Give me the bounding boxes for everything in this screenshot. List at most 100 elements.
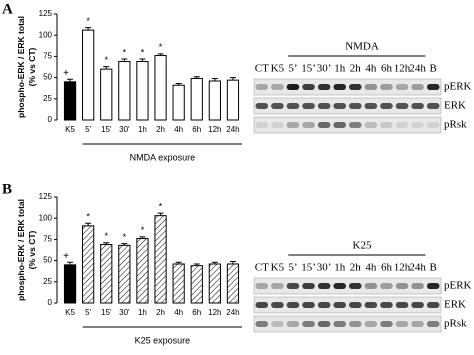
bar (63, 81, 77, 121)
blot-band (426, 283, 440, 289)
x-tick-label: 12h (208, 308, 221, 317)
lane-label: 30’ (317, 63, 332, 75)
blot-band (317, 302, 331, 308)
lane-label: 15’ (301, 262, 316, 274)
lane-label: 15’ (301, 63, 316, 75)
blot-strip (253, 315, 442, 333)
blot-strip (253, 277, 442, 295)
blot-band (426, 103, 440, 109)
significance-marker: * (123, 232, 127, 242)
blot-band (286, 302, 300, 308)
blot-band (349, 283, 362, 289)
blot-band (333, 122, 346, 128)
blot-band (395, 283, 409, 289)
bar (136, 238, 149, 304)
blot-band (411, 283, 424, 289)
blot-band (380, 321, 393, 327)
error-bar (103, 66, 110, 70)
x-tick-label: 1h (138, 125, 147, 134)
y-tick-label: 125 (39, 9, 53, 18)
x-tick-label: 4h (174, 308, 183, 317)
error-bar (175, 261, 182, 264)
bar (82, 225, 95, 304)
lane-label: B (430, 262, 437, 274)
blot-band (317, 283, 331, 289)
blot-band (364, 302, 378, 308)
blot-band (302, 321, 315, 327)
x-tick-label: 5' (85, 308, 91, 317)
significance-marker: * (86, 16, 90, 26)
x-tick-label: 6h (192, 308, 201, 317)
blot-strip (253, 78, 442, 96)
significance-marker: + (63, 251, 69, 262)
x-tick-label: K5 (65, 308, 75, 317)
x-tick-label: 2h (156, 125, 165, 134)
bar (226, 263, 240, 304)
error-bar (67, 261, 74, 265)
x-tick-label: 15' (101, 125, 112, 134)
blot-band (302, 103, 315, 109)
blot-band (349, 122, 362, 128)
y-axis-label: phospho-ERK / ERK total(% vs CT) (16, 16, 37, 118)
y-tick-label: 75 (43, 235, 52, 244)
blot-band (380, 283, 393, 289)
x-tick-label: 6h (192, 125, 201, 134)
lane-label: K5 (271, 63, 285, 75)
y-tick-label: 0 (48, 115, 53, 124)
bar (63, 264, 77, 304)
x-tick-label: 1h (138, 308, 147, 317)
x-tick-label: 12h (208, 125, 221, 134)
error-bar (211, 77, 218, 81)
blot-band (364, 122, 378, 128)
error-bar (67, 78, 74, 82)
blot-strip (253, 97, 442, 115)
blot-band (271, 84, 284, 90)
significance-marker: * (104, 55, 108, 65)
blot-band (364, 84, 378, 90)
blot-band (395, 84, 409, 90)
y-tick-label: 25 (43, 94, 52, 103)
error-bar (193, 263, 200, 266)
x-tick-label: 30' (119, 308, 130, 317)
y-axis-label-line: phospho-ERK / ERK total (16, 16, 26, 118)
y-tick-label: 50 (43, 256, 52, 265)
lane-label: 4h (365, 262, 377, 274)
blot-band (411, 321, 424, 327)
lane-label: CT (255, 262, 269, 274)
blot-band (271, 122, 284, 128)
blot-band (364, 103, 378, 109)
treatment-label: K25 (353, 240, 372, 252)
blot-band (395, 103, 409, 109)
blot-strip (253, 296, 442, 314)
blot-band (395, 321, 409, 327)
panel-label: A (2, 1, 13, 17)
row-label: pRsk (444, 119, 467, 131)
blot-band (286, 321, 300, 327)
bar (154, 215, 167, 304)
blot-strip (253, 116, 442, 134)
lane-label: 1h (334, 63, 346, 75)
blot-band (302, 302, 315, 308)
significance-marker: * (104, 231, 108, 241)
x-tick-label: 4h (174, 125, 183, 134)
bar (172, 263, 185, 304)
error-bar (157, 53, 164, 56)
bar (118, 244, 131, 304)
blot-band (286, 283, 300, 289)
blot-band (411, 84, 424, 90)
row-label: ERK (444, 299, 466, 311)
blot-band (333, 84, 346, 90)
blot-band (255, 321, 269, 327)
bar (172, 84, 185, 121)
blot-band (349, 103, 362, 109)
y-axis-label-line: (% vs CT) (27, 230, 37, 269)
lane-label: 6h (381, 63, 393, 75)
blot-band (395, 122, 409, 128)
x-tick-label: 24h (226, 125, 239, 134)
blot-band (255, 283, 269, 289)
bar (190, 265, 203, 304)
lane-label: 1h (334, 262, 346, 274)
blot-band (411, 103, 424, 109)
lane-label: B (430, 63, 437, 75)
significance-marker: * (123, 47, 127, 57)
